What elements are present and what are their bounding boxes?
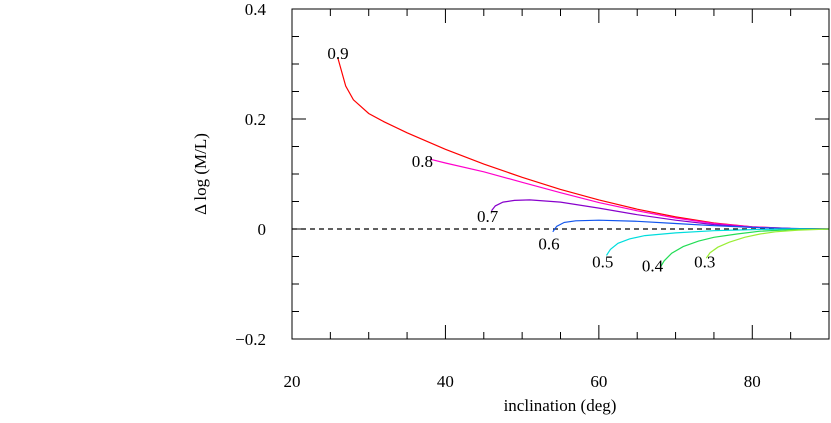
curve-0.6 [552,219,830,233]
y-tick-label: 0.2 [245,110,266,129]
curve-0.4 [659,228,830,268]
curve-label-0.3: 0.3 [694,252,715,271]
curve-label-0.6: 0.6 [538,234,559,253]
minor-ticks [292,9,829,339]
y-tick-labels: −0.2 0 0.2 0.4 [235,0,266,349]
x-axis-title: inclination (deg) [504,396,617,415]
y-axis-title: Δ log (M/L) [191,133,210,215]
x-tick-label: 20 [284,372,301,391]
x-tick-label: 60 [590,372,607,391]
x-tick-labels: 20 40 60 80 [284,372,761,391]
data-curves [337,58,830,268]
y-tick-label: −0.2 [235,330,266,349]
curve-label-0.4: 0.4 [642,256,664,275]
curve-label-0.5: 0.5 [592,252,613,271]
curve-labels: 0.9 0.8 0.7 0.6 0.5 0.4 0.3 [327,44,715,275]
curve-label-0.8: 0.8 [412,152,433,171]
curve-0.7 [491,199,830,230]
curve-0.5 [605,228,829,256]
x-tick-label: 40 [437,372,454,391]
curve-label-0.9: 0.9 [327,44,348,63]
major-ticks [291,8,829,340]
curve-0.3 [705,228,830,259]
curve-0.9 [337,58,830,230]
plot-frame [291,8,830,340]
y-tick-label: 0 [258,220,267,239]
y-tick-label: 0.4 [245,0,267,19]
x-tick-label: 80 [744,372,761,391]
curve-label-0.7: 0.7 [477,207,499,226]
